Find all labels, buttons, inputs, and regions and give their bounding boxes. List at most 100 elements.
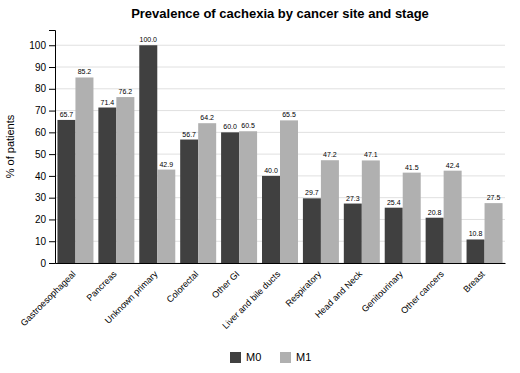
bar <box>403 173 421 263</box>
x-tick-label: Gastroesophageal <box>19 269 78 328</box>
data-label: 64.2 <box>200 114 214 121</box>
data-labels: 65.771.4100.056.760.040.029.727.325.420.… <box>60 36 501 237</box>
data-label: 60.5 <box>241 122 255 129</box>
data-label: 41.5 <box>405 164 419 171</box>
bar <box>57 120 75 263</box>
x-tick: Breast <box>461 269 487 295</box>
x-tick-label: Other GI <box>210 269 241 300</box>
series-0 <box>57 45 484 263</box>
y-tick: 70 <box>35 105 55 116</box>
bar <box>198 123 216 263</box>
y-tick-mark <box>49 219 55 220</box>
x-tick: Colorectal <box>165 269 201 305</box>
x-tick: Other GI <box>210 269 241 300</box>
bar <box>116 97 134 263</box>
data-label: 42.4 <box>446 162 460 169</box>
x-tick: Liver and bile ducts <box>220 269 282 331</box>
data-label: 47.2 <box>323 151 337 158</box>
x-tick-label: Unknown primary <box>103 269 160 326</box>
x-tick: Unknown primary <box>103 269 160 326</box>
y-tick-label: 70 <box>35 105 47 116</box>
legend-label: M0 <box>246 351 261 363</box>
y-tick: 20 <box>35 214 55 225</box>
y-tick: 60 <box>35 127 55 138</box>
bars <box>57 45 502 263</box>
chart: 65.771.4100.056.760.040.029.727.325.420.… <box>0 0 520 373</box>
bar <box>485 203 503 263</box>
bar <box>221 132 239 263</box>
bar <box>239 131 257 263</box>
y-tick-mark <box>49 198 55 199</box>
bar <box>467 239 485 263</box>
data-label: 25.4 <box>387 199 401 206</box>
data-label: 85.2 <box>78 68 92 75</box>
x-axis: GastroesophagealPancreasUnknown primaryC… <box>19 264 506 331</box>
y-tick-label: 80 <box>35 83 47 94</box>
title: Prevalence of cachexia by cancer site an… <box>131 6 429 21</box>
data-label: 10.8 <box>469 230 483 237</box>
y-tick-mark <box>49 67 55 68</box>
data-label: 65.5 <box>282 111 296 118</box>
y-tick-mark <box>49 176 55 177</box>
y-tick: 100 <box>29 40 55 51</box>
bar <box>98 108 116 263</box>
x-tick-label: Respiratory <box>284 269 324 309</box>
x-tick: Genitourinary <box>360 269 406 315</box>
data-label: 47.1 <box>364 151 378 158</box>
legend-label: M1 <box>296 351 311 363</box>
legend: M0 M1 <box>230 351 311 363</box>
y-tick: 10 <box>35 236 55 247</box>
y-tick: 30 <box>35 192 55 203</box>
bar <box>444 171 462 263</box>
data-label: 40.0 <box>264 167 278 174</box>
data-label: 20.8 <box>428 209 442 216</box>
y-tick-label: 100 <box>29 40 46 51</box>
y-tick-mark <box>49 241 55 242</box>
y-tick-mark <box>49 132 55 133</box>
legend-item: M1 <box>280 351 311 363</box>
bar <box>385 208 403 263</box>
y-tick-mark <box>49 111 55 112</box>
y-tick-mark <box>49 263 55 264</box>
bar <box>262 176 280 263</box>
legend-item: M0 <box>230 351 261 363</box>
x-tick-label: Genitourinary <box>360 269 406 315</box>
bar <box>180 140 198 263</box>
x-tick: Head and Neck <box>313 269 364 320</box>
x-tick-label: Breast <box>461 269 487 295</box>
x-tick-label: Head and Neck <box>313 269 364 320</box>
grid-line <box>55 45 505 46</box>
y-axis: 0102030405060708090100 <box>29 31 55 269</box>
y-tick-label: 60 <box>35 127 47 138</box>
plot: 65.771.4100.056.760.040.029.727.325.420.… <box>19 31 506 331</box>
bar <box>303 198 321 263</box>
x-tick-label: Pancreas <box>85 269 119 303</box>
x-tick-label: Colorectal <box>165 269 201 305</box>
bar <box>426 218 444 263</box>
y-tick: 0 <box>40 258 55 269</box>
y-tick: 80 <box>35 83 55 94</box>
y-tick-label: 50 <box>35 149 47 160</box>
x-axis-line <box>56 263 506 264</box>
data-label: 65.7 <box>60 111 74 118</box>
data-label: 29.7 <box>305 189 319 196</box>
x-tick: Pancreas <box>85 269 119 303</box>
x-tick-label: Other cancers <box>399 269 446 316</box>
y-tick-mark <box>49 89 55 90</box>
data-label: 42.9 <box>159 161 173 168</box>
data-label: 71.4 <box>101 99 115 106</box>
y-tick-label: 10 <box>35 236 47 247</box>
y-tick-label: 20 <box>35 214 47 225</box>
bar <box>139 45 157 263</box>
data-label: 27.5 <box>487 194 501 201</box>
grid <box>55 45 505 263</box>
x-tick: Other cancers <box>399 269 446 316</box>
legend-swatch <box>280 352 291 363</box>
y-tick: 40 <box>35 171 55 182</box>
x-tick: Respiratory <box>284 269 324 309</box>
bar <box>362 160 380 263</box>
y-tick-mark <box>49 45 55 46</box>
bar <box>344 204 362 263</box>
bar <box>321 160 339 263</box>
series-1 <box>75 77 502 263</box>
